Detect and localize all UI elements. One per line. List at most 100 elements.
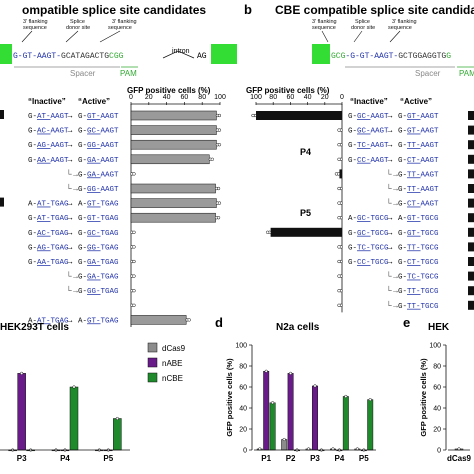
acceptor-ag: AG <box>197 52 207 61</box>
branch-arrow-icon: └→ <box>66 271 80 281</box>
data-point <box>313 384 317 388</box>
x-tick-label: 60 <box>287 94 295 101</box>
data-point <box>265 230 270 234</box>
active-sequence: A-GT-TGAG <box>78 201 119 209</box>
y-tick-label: 40 <box>239 406 247 413</box>
x-tick-label: P3 <box>310 454 320 463</box>
data-point <box>132 259 136 264</box>
inactive-sequence: G-GC-TGCG <box>348 230 389 238</box>
exon-box-left <box>0 44 12 64</box>
arrow-icon: → <box>66 155 74 164</box>
active-sequence: G-TT-AAGT <box>398 186 439 194</box>
active-sequence: A-GT-TGCG <box>398 215 439 223</box>
intron-line <box>162 50 195 59</box>
inactive-sequence: G-AC-TGAG <box>28 230 69 238</box>
right-edge-bar <box>468 300 474 310</box>
active-sequence: G-GT-TGCG <box>398 230 439 238</box>
arrow-icon: → <box>386 111 394 120</box>
data-point <box>289 371 293 375</box>
y-tick-label: 0 <box>437 448 441 455</box>
x-tick-label: 40 <box>163 94 171 101</box>
x-tick-label: P5 <box>103 454 113 463</box>
bar <box>342 396 349 451</box>
panel-c-title: HEK293T cells <box>0 322 69 333</box>
x-tick-label: P2 <box>286 454 296 463</box>
data-point <box>337 201 341 205</box>
arrow-icon: → <box>386 155 394 164</box>
panel-d-letter: d <box>215 315 223 330</box>
active-sequence: G-GT-AAGT <box>78 113 119 121</box>
right-edge-bar <box>468 242 474 252</box>
data-point <box>115 416 119 421</box>
inactive-sequence: G-CC-TGCG <box>348 259 389 267</box>
x-tick-label: 20 <box>145 94 153 101</box>
data-point <box>210 157 214 161</box>
x-tick-label: 40 <box>304 94 312 101</box>
bar <box>263 371 270 451</box>
arrow-icon: → <box>66 126 74 135</box>
active-sequence: G-GA-AAGT <box>78 171 119 179</box>
panel-e-title: HEK <box>428 322 450 333</box>
x-tick-label: P5 <box>359 454 369 463</box>
data-point <box>337 186 341 191</box>
active-sequence: G-GC-TGAG <box>78 230 119 238</box>
y-tick-label: 100 <box>429 343 441 350</box>
panel-e-letter: e <box>403 315 410 330</box>
arrow-icon: → <box>386 140 394 149</box>
bar <box>270 227 342 237</box>
right-edge-bar <box>468 286 474 296</box>
active-sequence: G-CT-AAGT <box>398 157 439 165</box>
legend-swatch <box>147 342 158 353</box>
inactive-sequence: G-TC-TGCG <box>348 244 389 252</box>
data-point <box>217 201 222 205</box>
panel-b-annotation: Splice <box>355 19 370 25</box>
branch-arrow-icon: └→ <box>386 183 400 193</box>
right-edge-bar <box>468 257 474 266</box>
y-axis-label: GFP positive cells (%) <box>225 358 234 437</box>
exon-box-b <box>312 44 330 64</box>
panel-a-title: ompatible splice site candidates <box>22 3 206 17</box>
bar <box>339 169 342 179</box>
data-point <box>337 216 341 220</box>
active-sequence: G-TT-AAGT <box>398 142 439 150</box>
x-tick-label: 80 <box>198 94 206 101</box>
data-point <box>337 245 341 249</box>
arrow-icon: → <box>66 111 74 120</box>
x-tick-label: 80 <box>269 94 277 101</box>
inactive-sequence: G-GC-AAGT <box>348 113 389 121</box>
arrow-icon: → <box>66 140 74 149</box>
inactive-sequence: G-AA-AAGT <box>28 157 69 165</box>
y-tick-label: 20 <box>433 427 441 434</box>
panel-b-chart: GFP positive cells (%) “Inactive” “Activ… <box>246 86 474 313</box>
spacer-sequence-b: GCG-G-GT-AAGT-GCTGGAGGTGG <box>331 52 451 61</box>
spacer-sequence: G-GT-AAGT-GCATAGACTGCGG <box>13 52 124 61</box>
branch-arrow-icon: └→ <box>66 183 80 193</box>
x-tick-label: 20 <box>321 94 329 101</box>
inactive-sequence: A-AT-TGAG <box>28 201 69 209</box>
data-point <box>216 186 221 191</box>
col-active-header: “Active” <box>78 97 110 106</box>
data-point <box>334 172 339 176</box>
data-point <box>132 289 136 293</box>
x-tick-label: 60 <box>181 94 189 101</box>
inactive-sequence: G-AT-AAGT <box>28 113 69 121</box>
active-sequence: G-CT-TGCG <box>398 259 439 267</box>
data-point <box>217 113 222 118</box>
panel-a-annotation: donor site <box>66 25 90 31</box>
x-tick-label: P4 <box>60 454 70 463</box>
x-tick-label: P4 <box>335 454 345 463</box>
arrow-icon: → <box>66 228 74 237</box>
panel-a-chart: “Inactive” “Active” GFP positive cells (… <box>0 86 226 327</box>
data-point <box>337 274 341 278</box>
bar <box>312 385 318 451</box>
arrow-icon: → <box>66 257 74 266</box>
inactive-sequence: G-AG-AAGT <box>28 142 69 150</box>
arrow-icon: → <box>66 315 74 324</box>
intron-label: intron <box>172 48 190 55</box>
x-tick-label: P3 <box>17 454 27 463</box>
branch-arrow-icon: └→ <box>386 285 400 295</box>
legend-swatch <box>147 357 158 368</box>
exon-box-right <box>211 44 237 64</box>
data-point <box>251 113 255 118</box>
